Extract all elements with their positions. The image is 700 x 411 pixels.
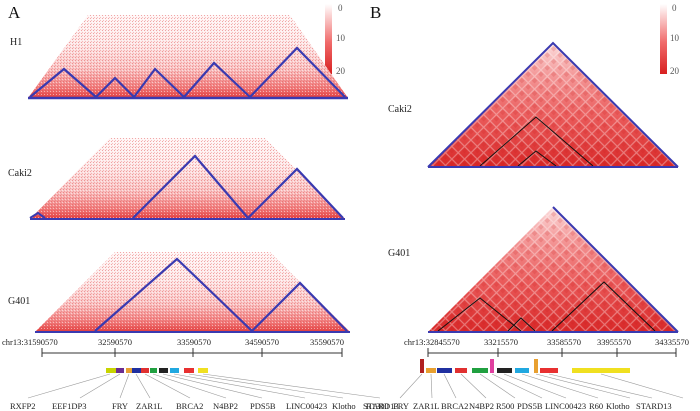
gene-label-b-linc00423: LINC00423 [545,401,586,411]
heatmap-a-h1: H1 [10,15,348,100]
gene-label-a-rxfp2: RXFP2 [10,401,36,411]
gene-label-b-brca2: BRCA2 [441,401,468,411]
gene-label-b-klotho: Klotho [606,401,630,411]
colorbar-a-label-high: 20 [336,66,346,76]
gene-label-b-r1300: R1300 [366,401,389,411]
gene-bar-a-brca2 [141,368,149,373]
panel-b: B 0 10 20 Caki2 G401 [366,3,689,411]
gene-track-b: R1300 FRY ZAR1L BRCA2 N4BP2 R500 PDS5B L… [366,359,684,411]
colorbar-a-gradient [325,4,332,74]
gene-bar-b-zar1l [437,368,452,373]
colorbar-a-label-low: 0 [338,3,343,13]
gene-label-a-brca2: BRCA2 [176,401,203,411]
heatmap-a-g401: G401 [8,252,350,333]
gene-label-b-zar1l: ZAR1L [413,401,439,411]
gene-label-b-n4bp2: N4BP2 [469,401,494,411]
colorbar-b-label-mid: 10 [670,33,680,43]
panel-a: A 0 10 20 H1 Caki2 [2,3,399,411]
sample-label-b-g401: G401 [388,248,410,259]
coord-label-a-1: 32590570 [98,337,132,347]
coord-label-a-4: 35590570 [310,337,344,347]
coord-label-a-0: chr13:31590570 [2,337,58,347]
gene-bar-b-linc00423 [515,368,529,373]
gene-label-b-r500: R500 [496,401,514,411]
tad-domain-b-g401-inner [437,297,522,332]
gene-bar-b-klotho [540,368,558,373]
gene-bar-b-n4bp2 [472,368,488,373]
colorbar-b-label-high: 20 [670,66,680,76]
gene-bar-a-pds5b [159,368,168,373]
panel-letter-b: B [370,3,381,22]
sample-label-a-caki2: Caki2 [8,168,32,179]
gene-bar-b-r1300 [420,359,424,373]
coord-label-b-4: 34335570 [655,337,689,347]
tad-domains-a-h1 [29,46,346,99]
gene-label-b-pds5b: PDS5B [517,401,543,411]
gene-bar-a-n4bp2 [150,368,157,373]
gene-label-a-klotho: Klotho [332,401,356,411]
coord-label-b-0: chr13:32845570 [404,337,460,347]
gene-bar-b-stard13 [572,368,630,373]
colorbar-a-label-mid: 10 [336,33,346,43]
gene-bar-a-linc00423 [170,368,179,373]
gene-bar-a-stard13 [198,368,208,373]
gene-bar-b-r60 [534,359,538,373]
gene-bar-a-klotho [184,368,194,373]
coord-label-a-3: 34590570 [245,337,279,347]
colorbar-b-label-low: 0 [672,3,677,13]
gene-label-a-eef1dp3: EEF1DP3 [52,401,86,411]
coordinate-axis-b: chr13:32845570 33215570 33585570 3395557… [404,337,689,357]
coord-label-b-1: 33215570 [484,337,518,347]
sample-label-a-h1: H1 [10,37,22,48]
gene-label-a-zar1l: ZAR1L [136,401,162,411]
gene-label-a-n4bp2: N4BP2 [213,401,238,411]
gene-bar-a-zar1l [132,368,141,373]
gene-bar-b-pds5b [497,368,512,373]
coord-label-a-2: 33590570 [177,337,211,347]
gene-label-b-fry: FRY [393,401,409,411]
coord-label-b-2: 33585570 [547,337,581,347]
colorbar-b-gradient [660,4,667,74]
colorbar-b: 0 10 20 [660,3,680,76]
gene-label-a-stard13: STARD13 [363,401,399,411]
gene-label-b-stard13: STARD13 [636,401,672,411]
gene-label-a-fry: FRY [112,401,128,411]
tad-domain-b-g401-outer [552,206,679,333]
gene-bar-a-fry [126,368,132,373]
gene-track-a: RXFP2 EEF1DP3 FRY ZAR1L BRCA2 N4BP2 PDS5… [10,368,399,411]
gene-bar-b-r500 [490,359,494,373]
gene-bar-b-brca2 [455,368,467,373]
gene-bar-a-rxfp2 [106,368,116,373]
gene-bar-a-eef1dp3 [116,368,124,373]
coordinate-axis-a: chr13:31590570 32590570 33590570 3459057… [2,337,344,357]
tad-domain-b-caki2-inner [479,116,594,167]
gene-label-b-r60: R60 [589,401,603,411]
coord-label-b-3: 33955570 [597,337,631,347]
heatmap-b-g401: G401 [388,206,679,333]
heatmap-a-caki2: Caki2 [8,138,345,220]
gene-bar-b-fry [426,368,436,373]
heatmap-b-caki2: Caki2 [388,41,679,168]
gene-label-a-pds5b: PDS5B [250,401,276,411]
gene-label-a-linc00423: LINC00423 [286,401,327,411]
tad-domain-b-caki2-outer [427,41,679,168]
panel-letter-a: A [8,3,21,22]
colorbar-a: 0 10 20 [325,3,346,76]
sample-label-a-g401: G401 [8,296,30,307]
sample-label-b-caki2: Caki2 [388,104,412,115]
